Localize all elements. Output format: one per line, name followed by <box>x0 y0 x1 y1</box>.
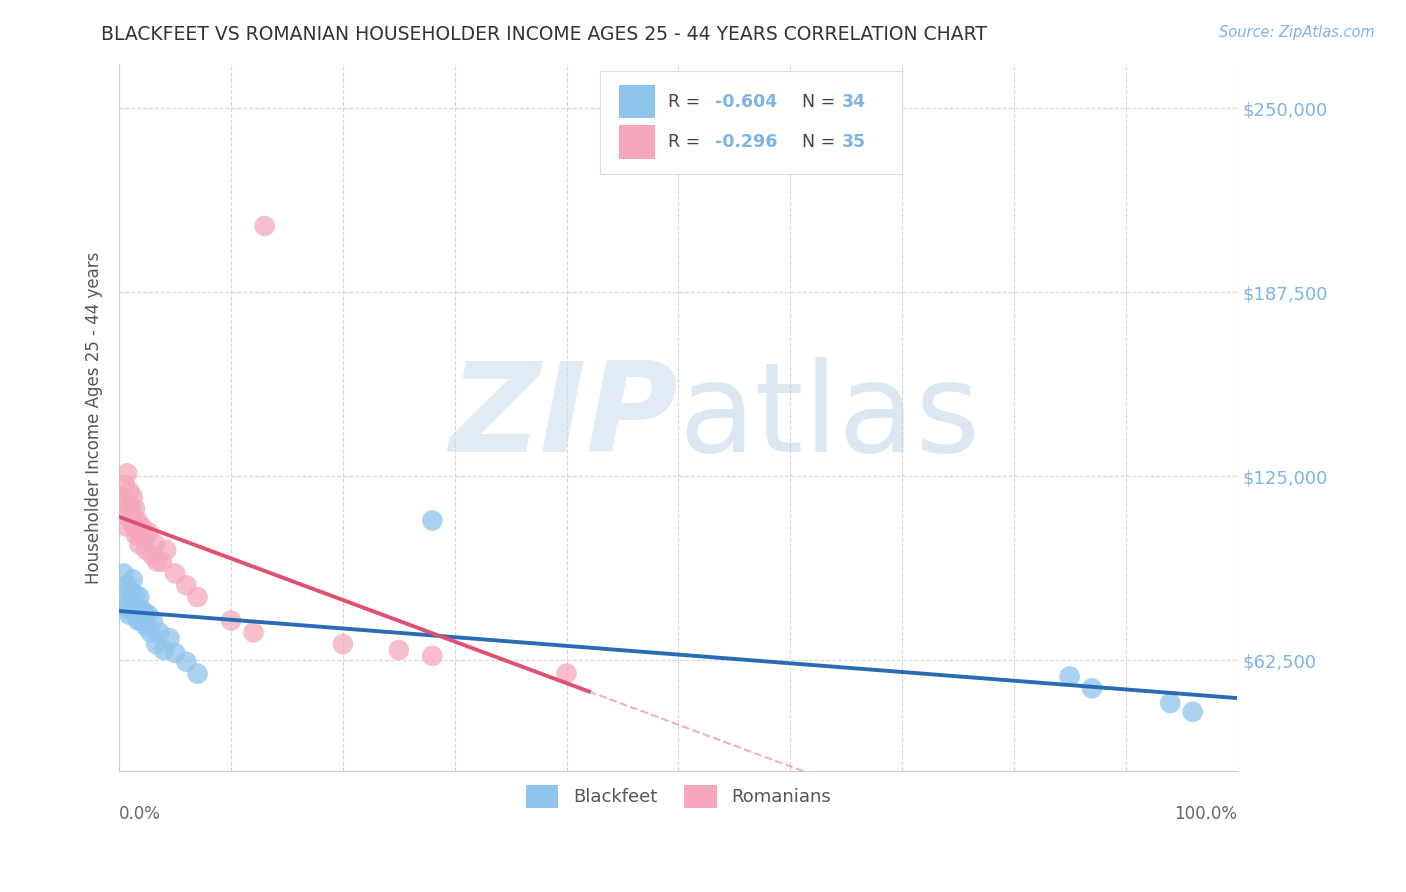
Point <box>128 537 150 551</box>
Point <box>555 666 578 681</box>
Point <box>114 587 136 601</box>
Text: -0.604: -0.604 <box>716 93 778 111</box>
Text: 35: 35 <box>842 133 866 151</box>
Point <box>125 528 148 542</box>
Point <box>145 637 167 651</box>
Point <box>125 607 148 622</box>
Point <box>121 513 143 527</box>
Point <box>153 643 176 657</box>
Point <box>242 625 264 640</box>
Point <box>131 519 153 533</box>
Point <box>117 496 139 510</box>
FancyBboxPatch shape <box>600 71 901 174</box>
Text: atlas: atlas <box>678 357 980 478</box>
Point <box>388 643 411 657</box>
Point <box>132 605 155 619</box>
Point <box>124 501 146 516</box>
Point <box>122 596 145 610</box>
Text: 100.0%: 100.0% <box>1174 805 1237 823</box>
Point <box>127 513 149 527</box>
Point <box>120 584 142 599</box>
Y-axis label: Householder Income Ages 25 - 44 years: Householder Income Ages 25 - 44 years <box>86 252 103 583</box>
Point <box>165 646 187 660</box>
Point <box>142 549 165 563</box>
Point <box>115 467 138 481</box>
Point <box>1181 705 1204 719</box>
Point <box>138 525 160 540</box>
Text: R =: R = <box>668 133 706 151</box>
Bar <box>619 85 655 119</box>
Point <box>132 531 155 545</box>
Point <box>148 625 170 640</box>
Point <box>1081 681 1104 696</box>
Point <box>135 619 157 633</box>
Text: -0.296: -0.296 <box>716 133 778 151</box>
Point <box>143 537 166 551</box>
Point <box>176 655 198 669</box>
Text: ZIP: ZIP <box>450 357 678 478</box>
Point <box>115 602 138 616</box>
Point <box>332 637 354 651</box>
Point <box>150 555 173 569</box>
Point <box>114 478 136 492</box>
Text: N =: N = <box>803 133 841 151</box>
Point <box>112 566 135 581</box>
Point <box>219 614 242 628</box>
Point <box>128 590 150 604</box>
Point <box>253 219 276 233</box>
Point <box>165 566 187 581</box>
Point <box>127 602 149 616</box>
Point <box>121 490 143 504</box>
Point <box>1159 696 1181 710</box>
Point <box>1059 669 1081 683</box>
Text: 34: 34 <box>842 93 866 111</box>
Point <box>121 573 143 587</box>
Point <box>120 501 142 516</box>
Point <box>124 587 146 601</box>
Point <box>420 648 443 663</box>
Text: BLACKFEET VS ROMANIAN HOUSEHOLDER INCOME AGES 25 - 44 YEARS CORRELATION CHART: BLACKFEET VS ROMANIAN HOUSEHOLDER INCOME… <box>101 25 987 44</box>
Point <box>159 632 181 646</box>
Text: 0.0%: 0.0% <box>120 805 162 823</box>
Point <box>138 607 160 622</box>
Point <box>112 508 135 522</box>
Point <box>139 625 162 640</box>
Point <box>135 542 157 557</box>
Point <box>420 513 443 527</box>
Point <box>146 555 169 569</box>
Point <box>118 607 141 622</box>
Point <box>127 614 149 628</box>
Point <box>127 525 149 540</box>
Point <box>129 602 152 616</box>
Point <box>186 590 208 604</box>
Text: R =: R = <box>668 93 706 111</box>
Text: N =: N = <box>803 93 841 111</box>
Legend: Blackfeet, Romanians: Blackfeet, Romanians <box>519 778 838 814</box>
Point <box>122 519 145 533</box>
Bar <box>619 125 655 159</box>
Point <box>121 590 143 604</box>
Point <box>176 578 198 592</box>
Text: Source: ZipAtlas.com: Source: ZipAtlas.com <box>1219 25 1375 40</box>
Point <box>111 490 134 504</box>
Point <box>155 542 177 557</box>
Point <box>142 614 165 628</box>
Point <box>115 519 138 533</box>
Point <box>131 614 153 628</box>
Point <box>186 666 208 681</box>
Point <box>117 596 139 610</box>
Point <box>118 483 141 498</box>
Point <box>115 578 138 592</box>
